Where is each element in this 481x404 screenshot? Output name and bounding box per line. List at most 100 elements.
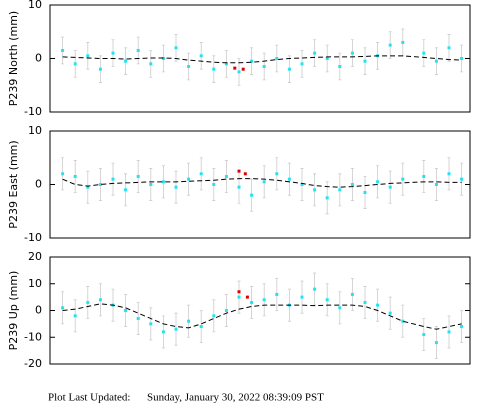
point [98,183,102,186]
point [350,292,354,296]
point [325,57,329,60]
point [73,62,77,66]
point [434,341,438,345]
point [124,188,128,192]
point [73,314,77,318]
point [136,174,140,178]
point [422,51,426,55]
footer-label: Plot Last Updated: [48,392,131,404]
point [224,62,228,66]
point [275,57,279,60]
point [388,43,392,47]
point [363,191,367,195]
point [149,183,153,186]
outlier [243,172,247,176]
point [262,180,266,184]
y-axis-label: P239 North (mm) [7,11,20,106]
point [199,325,203,329]
point [262,65,266,69]
point [237,185,241,189]
y-tick-label: -10 [24,330,42,343]
point [376,303,380,307]
point [401,319,405,323]
outlier [233,66,237,70]
point [73,174,77,178]
y-tick-label: 20 [28,250,42,263]
plot-frame [49,130,471,239]
point [325,298,329,302]
point [300,183,304,186]
outlier [241,67,245,71]
outlier [237,169,241,173]
point [174,185,178,189]
point [313,287,317,291]
point [338,65,342,69]
point [338,188,342,192]
y-tick-label: 0 [35,178,42,191]
footer-date: Sunday, January 30, 2022 08:39:09 PST [147,392,324,404]
point [401,177,405,181]
point [61,172,65,176]
point [187,65,191,69]
point [422,333,426,337]
y-axis-label: P239 East (mm) [7,140,20,228]
point [237,70,241,74]
point [388,185,392,189]
outlier [237,290,241,294]
point [447,46,451,50]
point [199,54,203,58]
y-tick-label: 0 [35,304,42,317]
point [224,174,228,178]
point [401,40,405,44]
point [98,298,102,302]
point [136,317,140,321]
point [98,67,102,71]
point [460,57,464,60]
point [149,322,153,326]
point [212,314,216,318]
y-tick-label: 10 [28,124,42,137]
outlier [245,295,249,299]
point [338,306,342,310]
point [86,185,90,189]
point [363,300,367,304]
point [250,59,254,63]
y-tick-label: 10 [28,0,42,11]
point [187,177,191,181]
point [61,306,65,310]
y-tick-label: -20 [24,357,42,370]
point [86,54,90,58]
y-tick-label: 10 [28,277,42,290]
point [124,309,128,312]
point [447,330,451,334]
point [86,300,90,304]
point [287,67,291,71]
y-axis-label: P239 Up (mm) [7,271,20,351]
model-line [62,55,462,64]
point [434,183,438,186]
point [187,319,191,323]
point [111,177,115,181]
point [124,59,128,63]
y-tick-label: -10 [24,231,42,244]
point [350,183,354,186]
panel: P239 East (mm) -10 0 10 [7,124,471,244]
point [376,180,380,184]
point [174,327,178,331]
point [447,172,451,176]
y-tick-label: -10 [24,105,42,118]
plot-frame [49,256,471,365]
point [275,172,279,176]
point [224,309,228,312]
point [149,62,153,66]
point [111,51,115,55]
point [212,67,216,71]
plot-frame [49,4,471,113]
panel: P239 Up (mm) -20 -10 0 10 20 [7,250,471,370]
point [325,196,329,200]
point [287,177,291,181]
point [250,300,254,304]
point [388,311,392,315]
point [212,183,216,186]
